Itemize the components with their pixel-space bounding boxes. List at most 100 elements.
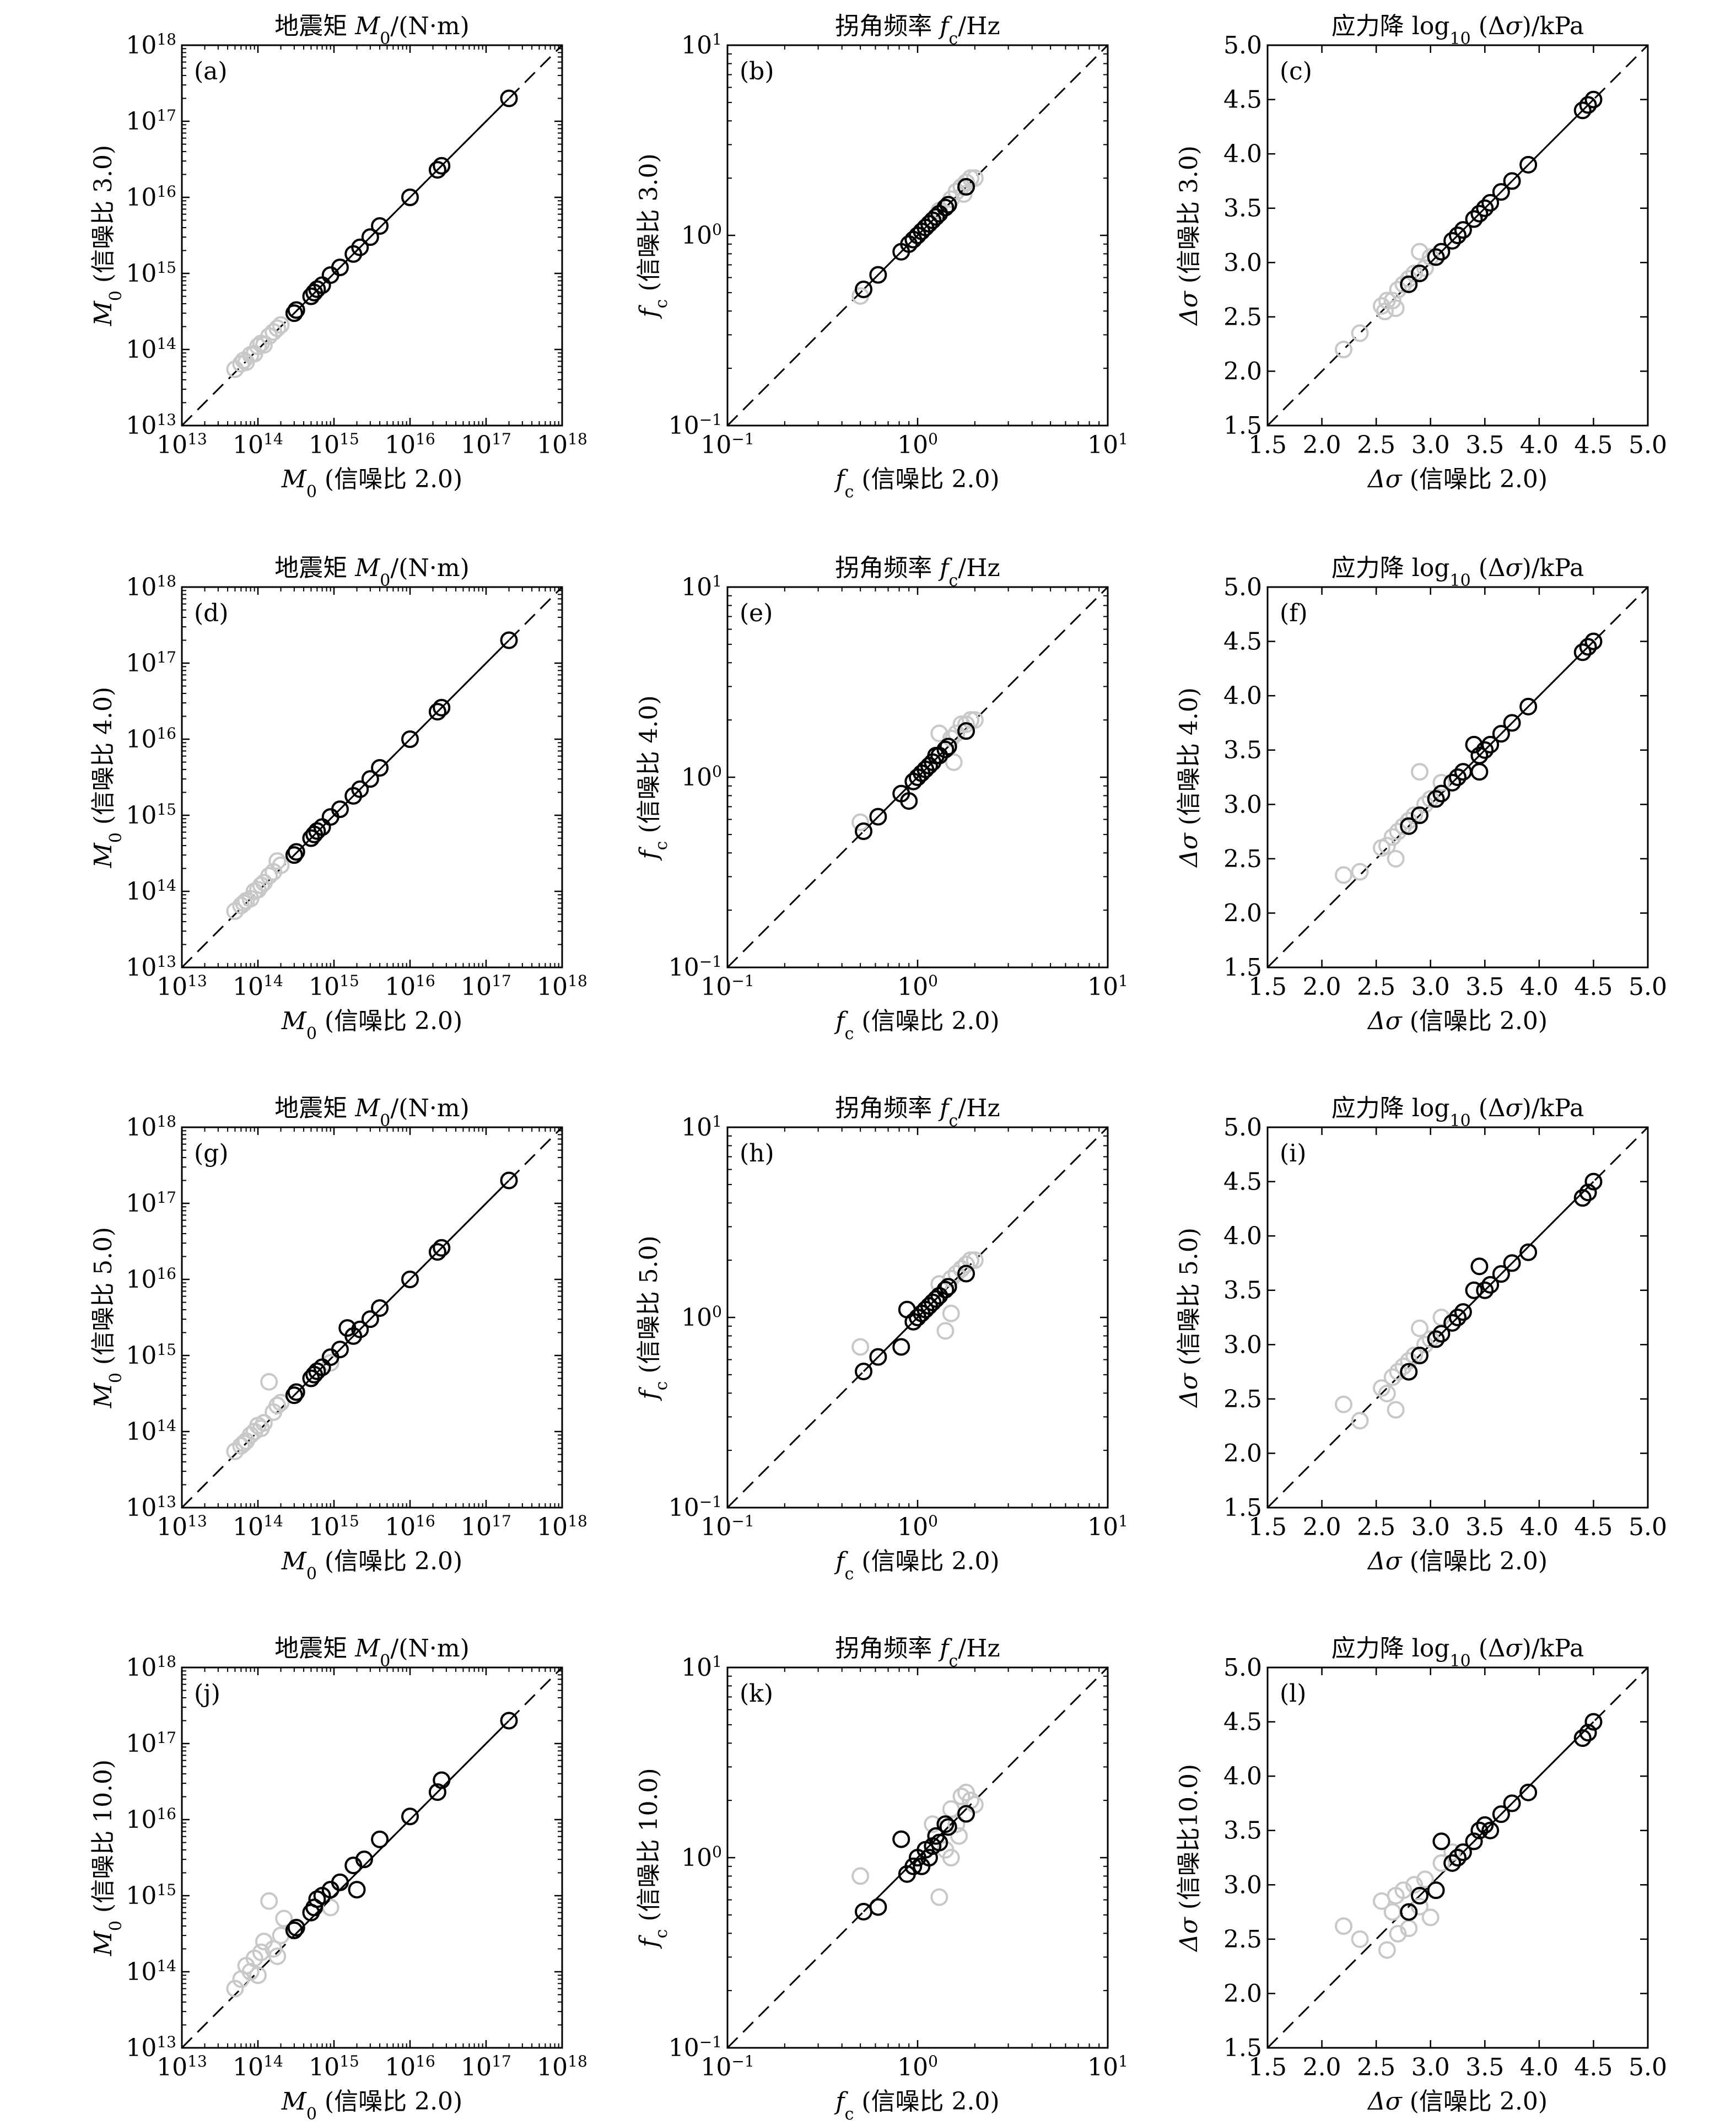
data-point-muted <box>945 753 963 771</box>
x-tick-label: 3.0 <box>1411 431 1450 459</box>
y-tick-label: 4.0 <box>1223 682 1262 710</box>
data-point <box>1449 227 1467 244</box>
data-point-muted <box>1383 828 1401 846</box>
data-point <box>287 1383 305 1401</box>
y-tick-label: 1018 <box>126 30 176 60</box>
x-tick-label: 10−1 <box>700 2052 754 2082</box>
y-tick-label: 1018 <box>126 1112 176 1142</box>
data-point-muted <box>1443 1843 1462 1862</box>
data-point-muted <box>1432 773 1451 792</box>
data-point-muted <box>966 1795 984 1814</box>
panel-i: 1.51.5 2.0 2.0 2.5 2.5 3.0 3.0 3.5 3.5 4.0 4.0 4.5 4… <box>1175 1094 1667 1575</box>
y-tick-label: 1013 <box>126 1493 176 1523</box>
data-point <box>433 698 451 717</box>
data-point-muted <box>947 1815 966 1833</box>
data-point-muted <box>268 1396 287 1414</box>
panel-e: 10−110−1 100 100 101 101 (e) 拐角频率 fc​/Hz fc​ (信… <box>635 554 1128 1043</box>
x-tick-label: 1017 <box>461 430 511 460</box>
data-point <box>1481 193 1500 212</box>
y-tick-label: 10−1 <box>668 2033 722 2063</box>
y-axis-label: M0​ (信噪比 5.0) <box>89 1227 126 1408</box>
data-point <box>1400 1363 1418 1381</box>
data-point <box>930 205 948 223</box>
data-point-muted <box>947 1265 966 1283</box>
fit-line <box>293 1180 510 1396</box>
data-point <box>1584 1713 1603 1731</box>
data-point-muted <box>957 715 975 733</box>
data-point-muted <box>260 1892 278 1910</box>
data-point-muted <box>268 1947 287 1965</box>
data-point <box>936 198 955 217</box>
data-point <box>348 1881 366 1899</box>
data-point-muted <box>272 856 290 874</box>
x-tick-label: 3.0 <box>1411 2053 1450 2081</box>
data-point-muted <box>1421 790 1440 808</box>
data-point-muted <box>252 876 270 895</box>
data-point-muted <box>1405 1347 1424 1364</box>
data-point-muted <box>1416 1336 1434 1354</box>
y-tick-label: 2.5 <box>1223 1925 1262 1954</box>
data-point-muted <box>268 852 287 870</box>
data-point-muted <box>1400 1352 1418 1370</box>
x-tick-label: 10−1 <box>700 1512 754 1542</box>
data-point <box>401 1807 419 1826</box>
data-point <box>1432 1325 1451 1343</box>
data-point <box>1443 773 1462 792</box>
y-tick-label: 4.5 <box>1223 1708 1262 1736</box>
y-tick-label: 1018 <box>126 1653 176 1682</box>
data-point <box>1503 1254 1521 1272</box>
data-point <box>1579 96 1597 114</box>
y-tick-label: 1017 <box>126 648 176 678</box>
data-point-muted <box>1373 1379 1390 1397</box>
plot-frame <box>1266 44 1649 427</box>
x-tick-label: 2.5 <box>1357 973 1395 1001</box>
x-tick-label: 4.0 <box>1520 431 1559 459</box>
x-axis-label: M0​ (信噪比 2.0) <box>281 1007 462 1043</box>
y-tick-label: 2.5 <box>1223 845 1262 873</box>
y-tick-label: 4.5 <box>1223 1168 1262 1196</box>
data-point-muted <box>249 1966 267 1984</box>
fit-line <box>1408 99 1594 285</box>
panel-title: 地震矩 M0​/(N·m) <box>274 1094 470 1131</box>
data-point <box>855 1362 873 1380</box>
fit-line <box>293 639 510 856</box>
data-point-muted <box>1376 303 1394 320</box>
x-axis-label: Δσ (信噪比 2.0) <box>1367 465 1548 493</box>
data-point-muted <box>952 1787 971 1805</box>
data-point <box>1579 638 1597 656</box>
data-point <box>308 280 326 298</box>
y-axis-label: M0​ (信噪比 3.0) <box>89 145 126 326</box>
y-axis-label: fc​ (信噪比 10.0) <box>635 1768 671 1949</box>
x-tick-label: 1014 <box>233 1512 283 1542</box>
data-point <box>1481 735 1500 754</box>
data-point <box>904 1857 923 1875</box>
panel-label: (d) <box>194 599 229 627</box>
plot-frame <box>181 586 563 969</box>
y-tick-label: 101 <box>681 30 722 60</box>
data-point-muted <box>957 1255 975 1273</box>
data-point <box>351 780 369 798</box>
data-point <box>1519 155 1538 174</box>
data-point <box>957 1265 975 1283</box>
y-tick-label: 5.0 <box>1223 31 1262 60</box>
data-point-muted <box>226 1979 244 1998</box>
data-point <box>1584 90 1603 109</box>
panel-title: 应力降 log10​ (Δσ)/kPa <box>1331 1634 1584 1671</box>
y-tick-label: 10−1 <box>668 953 722 982</box>
data-point <box>957 722 975 740</box>
data-point <box>433 157 451 175</box>
data-point <box>308 1362 326 1380</box>
y-tick-label: 4.5 <box>1223 86 1262 114</box>
y-axis-label: M0​ (信噪比 10.0) <box>89 1760 126 1956</box>
y-axis-label: Δσ (信噪比10.0) <box>1175 1764 1203 1952</box>
data-point <box>401 730 419 748</box>
x-tick-label: 1016 <box>385 972 435 1002</box>
x-tick-label: 1015 <box>309 1512 359 1542</box>
data-point <box>401 189 419 206</box>
data-point-muted <box>1405 265 1424 282</box>
x-tick-label: 5.0 <box>1629 431 1667 459</box>
x-axis-label: fc​ (信噪比 2.0) <box>834 2088 999 2124</box>
x-tick-label: 2.5 <box>1357 431 1395 459</box>
